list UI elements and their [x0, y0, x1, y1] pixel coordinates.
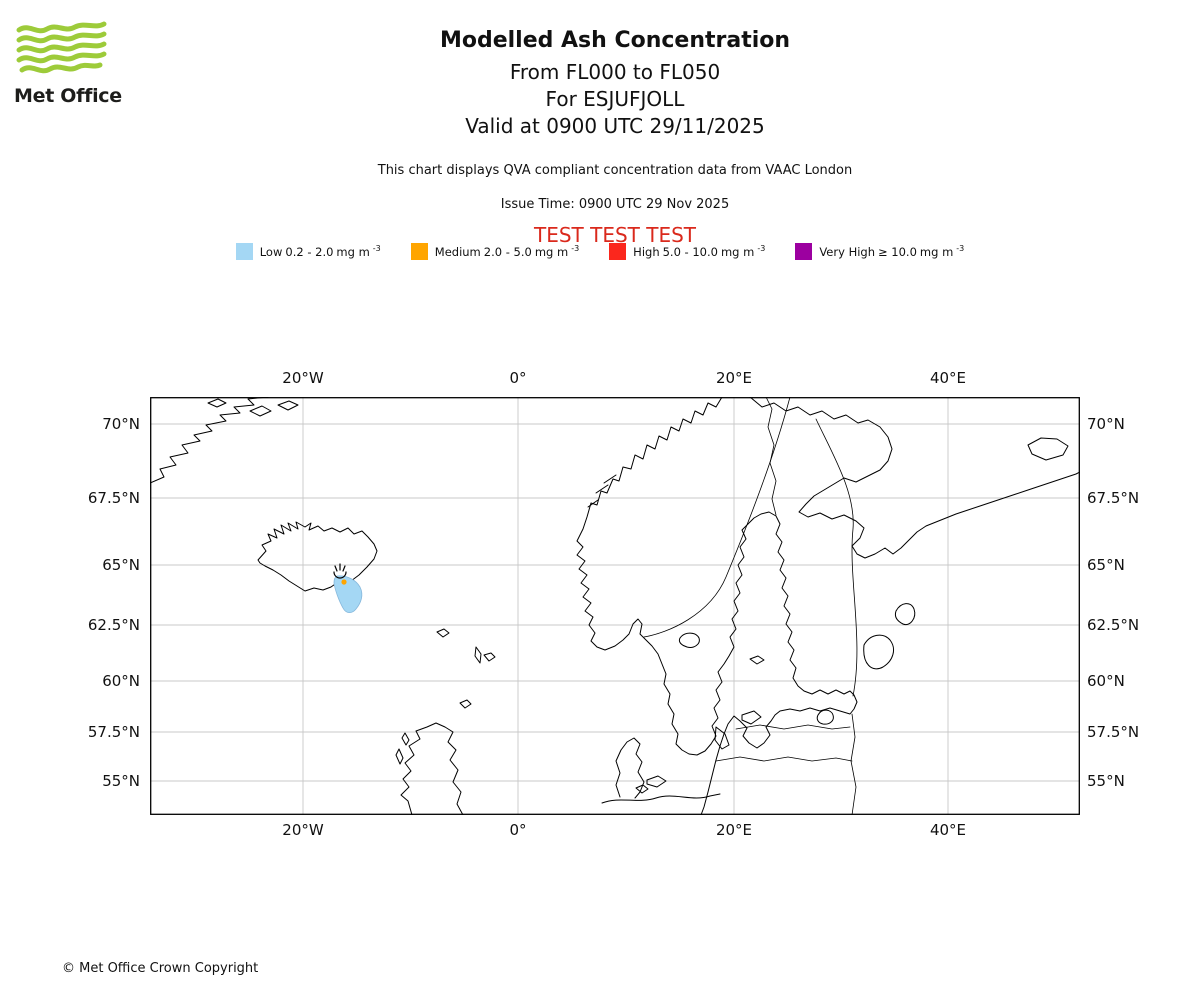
coastline-kola-white-sea: [749, 397, 1080, 559]
lat-tick-left-67-5n: 67.5°N: [87, 489, 140, 507]
lat-tick-left-60n: 60°N: [102, 672, 140, 690]
header: Modelled Ash Concentration From FL000 to…: [30, 28, 1200, 247]
lat-tick-right-67-5n: 67.5°N: [1087, 489, 1140, 507]
page-title: Modelled Ash Concentration: [439, 28, 791, 53]
subtitle-valid-time: Valid at 0900 UTC 29/11/2025: [465, 114, 765, 138]
subtitle-volcano: For ESJUFJOLL: [545, 87, 685, 111]
lake-onega: [894, 603, 916, 626]
legend-item-very-high: Very High ≥ 10.0 mg m -3: [795, 243, 964, 260]
qva-description: This chart displays QVA compliant concen…: [377, 163, 853, 178]
legend-item-medium: Medium 2.0 - 5.0 mg m -3: [410, 243, 580, 260]
legend-swatch-very-high: [795, 243, 813, 260]
copyright-notice: © Met Office Crown Copyright: [62, 961, 259, 976]
coastline-greenland-islet: [277, 400, 299, 411]
lat-tick-right-70n: 70°N: [1087, 415, 1125, 433]
lake-vanern: [678, 632, 700, 648]
lon-tick-top-20e: 20°E: [715, 369, 753, 387]
coastline-hebrides: [401, 732, 410, 746]
legend-swatch-medium: [410, 243, 428, 260]
legend-swatch-low: [235, 243, 253, 260]
legend-label-very-high: Very High ≥ 10.0 mg m -3: [819, 244, 965, 259]
coastline-denmark: [615, 737, 645, 799]
lon-tick-bottom-40e: 40°E: [929, 821, 967, 839]
coastline-gotland: [714, 726, 730, 750]
legend-item-high: High 5.0 - 10.0 mg m -3: [609, 243, 765, 260]
lat-tick-right-57-5n: 57.5°N: [1087, 723, 1140, 741]
issue-time: Issue Time: 0900 UTC 29 Nov 2025: [500, 197, 730, 212]
coastline-aland: [749, 655, 765, 665]
lon-tick-bottom-0: 0°: [509, 821, 527, 839]
coastline-lofoten-islet: [595, 484, 609, 494]
met-office-logo: Met Office: [14, 20, 144, 107]
ash-plume-low: [333, 575, 363, 614]
lat-tick-right-62-5n: 62.5°N: [1087, 616, 1140, 634]
coastline-lofoten-islet: [587, 499, 599, 508]
map: [150, 397, 1080, 815]
map-frame: [150, 397, 1080, 815]
lat-tick-right-60n: 60°N: [1087, 672, 1125, 690]
coastline-greenland-islet: [249, 405, 272, 417]
lat-tick-left-65n: 65°N: [102, 556, 140, 574]
coastline-saaremaa: [741, 710, 762, 725]
lat-tick-left-55n: 55°N: [102, 772, 140, 790]
coastline-greenland: [150, 397, 269, 484]
lat-tick-left-57-5n: 57.5°N: [87, 723, 140, 741]
legend-label-medium: Medium 2.0 - 5.0 mg m -3: [434, 244, 580, 259]
lon-tick-top-20w: 20°W: [282, 369, 324, 387]
country-borders: [643, 397, 858, 815]
coastline-south-baltic: [601, 793, 721, 804]
map-canvas: [150, 397, 1080, 815]
lat-tick-left-70n: 70°N: [102, 415, 140, 433]
legend-swatch-high: [609, 243, 627, 260]
subtitle-flight-levels: From FL000 to FL050: [509, 60, 721, 84]
lon-tick-bottom-20w: 20°W: [282, 821, 324, 839]
coastline-zealand: [646, 775, 667, 788]
legend: Low 0.2 - 2.0 mg m -3 Medium 2.0 - 5.0 mg m -3…: [0, 243, 1200, 260]
lat-tick-left-62-5n: 62.5°N: [87, 616, 140, 634]
coastline-scotland: [400, 722, 464, 815]
met-office-logo-text: Met Office: [14, 85, 122, 107]
legend-item-low: Low 0.2 - 2.0 mg m -3: [235, 243, 381, 260]
grid-lines: [150, 397, 1080, 815]
lake-peipus: [816, 709, 834, 725]
coastline-scandinavia: [576, 397, 858, 815]
lon-tick-bottom-20e: 20°E: [715, 821, 753, 839]
coastline-funen: [635, 784, 649, 794]
coastline-islet: [483, 652, 496, 662]
coastline-lofoten-islet: [603, 474, 617, 484]
coastline-orkney: [459, 699, 472, 709]
lon-tick-top-0: 0°: [509, 369, 527, 387]
legend-label-high: High 5.0 - 10.0 mg m -3: [633, 244, 766, 259]
met-office-logo-waves: [16, 21, 107, 74]
lat-tick-right-55n: 55°N: [1087, 772, 1125, 790]
lon-tick-top-40e: 40°E: [929, 369, 967, 387]
coastline-hebrides: [395, 748, 404, 765]
lat-tick-right-65n: 65°N: [1087, 556, 1125, 574]
coastline-iceland: [257, 521, 378, 592]
coastline-faroe: [436, 628, 450, 638]
volcano-icon: [333, 563, 347, 579]
coastline-greenland-islet: [207, 398, 227, 408]
volcano-source-marker: [341, 579, 347, 585]
coastline-island-northeast: [1027, 437, 1069, 461]
lake-ladoga: [863, 634, 894, 670]
legend-label-low: Low 0.2 - 2.0 mg m -3: [259, 244, 381, 259]
coastline-shetland: [474, 646, 482, 664]
